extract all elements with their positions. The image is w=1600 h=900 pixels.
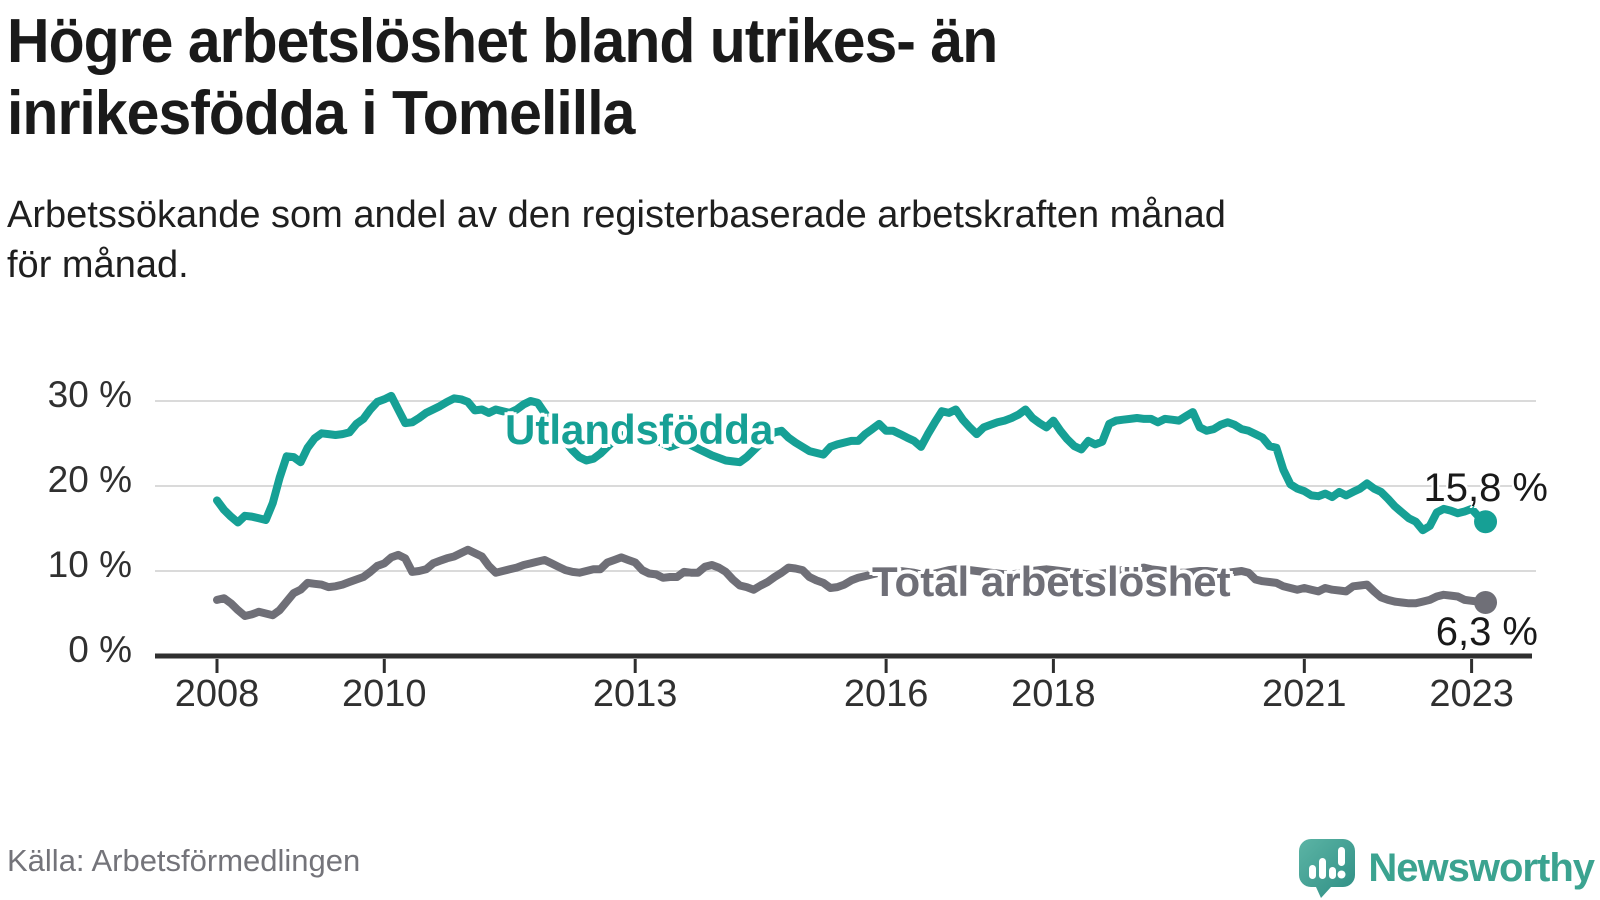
newsworthy-logo-icon <box>1299 839 1356 898</box>
series-line-0 <box>213 391 1490 535</box>
end-dot-0 <box>1474 510 1498 534</box>
page-title-line-2: inrikesfödda i Tomelilla <box>7 79 635 148</box>
x-axis-label: 2016 <box>843 673 929 715</box>
series-line-1 <box>213 545 1490 620</box>
page-title: Högre arbetslöshet bland utrikes- än inr… <box>7 6 998 150</box>
chart-subtitle-line-2: för månad. <box>7 244 189 286</box>
end-dot-1 <box>1474 590 1498 614</box>
x-axis-label: 2013 <box>592 673 678 715</box>
source-note: Källa: Arbetsförmedlingen <box>7 843 361 878</box>
page-title-line-1: Högre arbetslöshet bland utrikes- än <box>7 7 998 76</box>
x-axis-label: 2018 <box>1011 673 1096 715</box>
series-label-utlandsfodda: Utlandsfödda <box>505 406 774 453</box>
y-axis-label: 0 % <box>68 629 132 670</box>
chart-subtitle-line-1: Arbetssökande som andel av den registerb… <box>7 194 1226 236</box>
x-axis-label: 2023 <box>1429 673 1514 715</box>
x-axis-label: 2008 <box>174 673 260 715</box>
newsworthy-brand: Newsworthy <box>1298 838 1595 898</box>
y-axis-label: 20 % <box>47 459 132 500</box>
end-value-label-utlandsfodda: 15,8 % <box>1423 466 1548 510</box>
chart-subtitle: Arbetssökande som andel av den registerb… <box>7 190 1226 290</box>
newsworthy-wordmark: Newsworthy <box>1368 845 1595 890</box>
series-label-total-arbetsloshet: Total arbetslöshet <box>872 558 1231 605</box>
y-axis-label: 30 % <box>47 374 132 415</box>
x-axis-label: 2010 <box>341 673 427 715</box>
x-axis-label: 2021 <box>1262 673 1347 715</box>
y-axis-label: 10 % <box>47 544 132 585</box>
end-value-label-total: 6,3 % <box>1435 610 1538 654</box>
